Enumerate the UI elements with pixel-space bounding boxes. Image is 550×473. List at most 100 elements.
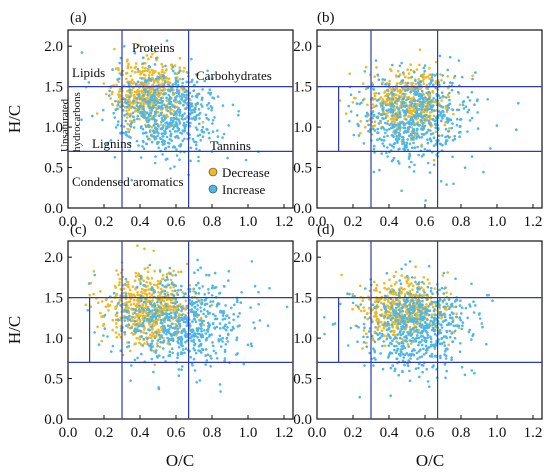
- point-increase: [177, 118, 180, 121]
- point-increase: [227, 316, 231, 320]
- point-increase: [363, 364, 366, 367]
- point-increase: [207, 326, 210, 329]
- point-decrease: [139, 280, 142, 284]
- point-increase: [195, 73, 198, 76]
- point-increase: [168, 343, 172, 346]
- point-decrease: [431, 91, 435, 94]
- point-increase: [432, 97, 436, 100]
- point-increase: [142, 308, 146, 312]
- point-increase: [399, 115, 402, 119]
- point-increase: [386, 134, 389, 138]
- point-decrease: [113, 47, 116, 51]
- point-increase: [146, 120, 150, 123]
- point-increase: [410, 308, 414, 312]
- panel-a-ylabel: H/C: [5, 105, 24, 133]
- point-increase: [214, 314, 217, 318]
- point-increase: [413, 70, 416, 74]
- point-increase: [179, 288, 182, 292]
- point-increase: [458, 125, 462, 129]
- point-increase: [194, 291, 197, 294]
- point-increase: [377, 92, 381, 95]
- point-increase: [171, 339, 175, 343]
- point-increase: [237, 110, 240, 113]
- point-decrease: [192, 289, 195, 293]
- point-increase: [216, 129, 219, 132]
- y-tick-label: 0.5: [44, 161, 63, 177]
- point-increase: [420, 312, 424, 315]
- point-increase: [433, 119, 437, 123]
- point-decrease: [392, 117, 395, 121]
- point-decrease: [149, 55, 153, 59]
- point-increase: [139, 110, 143, 113]
- point-increase: [163, 289, 167, 293]
- point-decrease: [115, 314, 118, 318]
- point-increase: [426, 348, 429, 352]
- point-decrease: [399, 89, 402, 92]
- point-increase: [385, 103, 388, 107]
- point-increase: [139, 294, 143, 297]
- point-decrease: [115, 326, 118, 329]
- point-increase: [166, 109, 170, 113]
- point-increase: [159, 98, 162, 101]
- point-increase: [218, 383, 222, 386]
- point-increase: [156, 124, 160, 128]
- point-increase: [381, 116, 384, 120]
- point-increase: [139, 156, 143, 159]
- point-increase: [174, 302, 177, 305]
- point-decrease: [111, 103, 115, 107]
- point-decrease: [129, 66, 133, 69]
- point-decrease: [371, 106, 374, 109]
- point-increase: [456, 117, 459, 121]
- point-increase: [393, 88, 397, 91]
- point-decrease: [412, 293, 415, 297]
- point-increase: [116, 123, 120, 127]
- point-increase: [389, 351, 392, 354]
- point-decrease: [392, 95, 395, 98]
- point-increase: [451, 340, 455, 343]
- point-increase: [182, 329, 186, 333]
- point-increase: [235, 338, 238, 342]
- point-increase: [366, 86, 370, 90]
- point-increase: [393, 101, 397, 104]
- point-decrease: [359, 284, 362, 288]
- point-decrease: [390, 284, 393, 288]
- point-increase: [216, 95, 220, 98]
- point-decrease: [359, 132, 362, 135]
- point-increase: [114, 126, 118, 129]
- point-decrease: [175, 308, 178, 312]
- point-increase: [444, 357, 448, 360]
- point-increase: [389, 341, 392, 345]
- point-increase: [205, 336, 209, 340]
- point-increase: [454, 299, 457, 303]
- point-decrease: [123, 333, 127, 336]
- point-increase: [441, 299, 445, 303]
- point-increase: [346, 344, 350, 347]
- point-increase: [403, 143, 407, 147]
- point-decrease: [159, 91, 163, 95]
- point-increase: [443, 350, 447, 353]
- point-increase: [458, 135, 461, 138]
- point-decrease: [129, 303, 133, 306]
- point-increase: [470, 338, 473, 341]
- point-increase: [178, 316, 181, 320]
- point-increase: [179, 144, 182, 148]
- point-increase: [117, 101, 120, 104]
- point-increase: [410, 134, 414, 137]
- point-increase: [171, 351, 174, 355]
- point-decrease: [410, 112, 414, 116]
- point-increase: [124, 283, 127, 286]
- point-increase: [389, 290, 392, 294]
- point-increase: [156, 134, 159, 138]
- point-decrease: [135, 312, 138, 316]
- panel-d: (d) O/C 0.0 0.2 0.4 0.6 0.8 1.0 1.2 0.00.51.01…: [293, 222, 543, 470]
- point-increase: [414, 337, 417, 341]
- point-increase: [143, 301, 146, 304]
- point-increase: [417, 343, 420, 347]
- point-increase: [420, 136, 424, 139]
- point-increase: [156, 300, 159, 304]
- point-increase: [404, 112, 408, 116]
- point-increase: [140, 352, 143, 356]
- point-decrease: [441, 274, 445, 277]
- point-increase: [416, 123, 420, 127]
- point-increase: [388, 336, 392, 339]
